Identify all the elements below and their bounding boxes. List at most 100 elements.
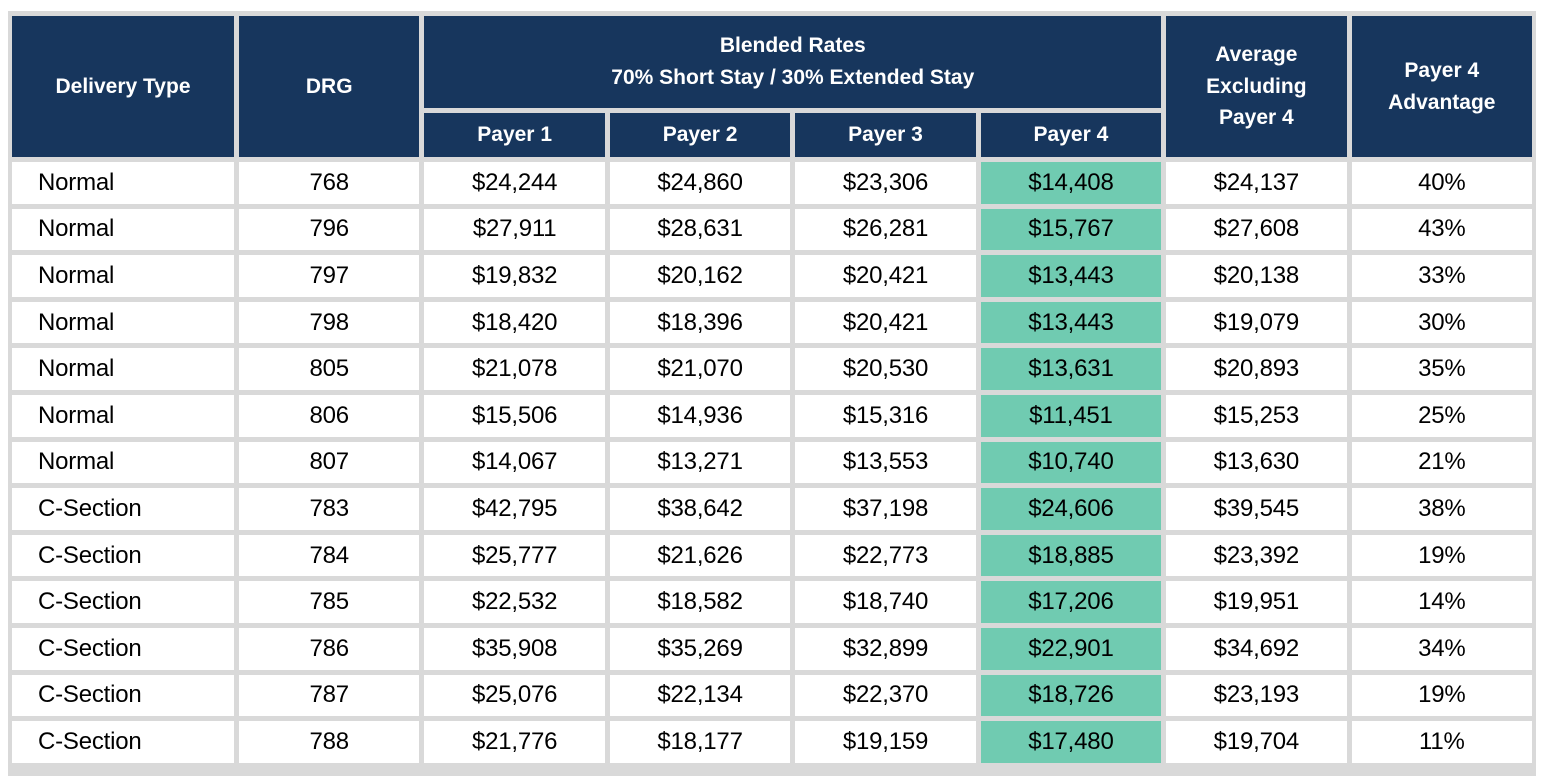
cell-payer4-advantage: 30% xyxy=(1351,301,1532,344)
cell-payer2: $21,070 xyxy=(609,348,791,390)
cell-avg-excl-payer4: $20,138 xyxy=(1166,255,1347,297)
cell-delivery-type: C-Section xyxy=(12,627,234,670)
cell-payer4: $13,443 xyxy=(980,301,1162,344)
header-payer-3: Payer 3 xyxy=(795,113,976,157)
cell-drg: 788 xyxy=(239,721,420,763)
cell-payer4: $11,451 xyxy=(980,394,1162,437)
cell-drg: 786 xyxy=(239,627,420,670)
cell-avg-excl-payer4: $34,692 xyxy=(1166,627,1347,670)
cell-payer2: $24,860 xyxy=(609,162,791,204)
cell-drg: 807 xyxy=(239,441,420,484)
header-payer-4: Payer 4 xyxy=(980,113,1162,157)
cell-payer3: $20,421 xyxy=(795,255,976,297)
cell-delivery-type: Normal xyxy=(12,208,234,251)
cell-payer4-advantage: 14% xyxy=(1351,581,1532,623)
cell-payer1: $22,532 xyxy=(424,581,605,623)
cell-avg-excl-payer4: $19,704 xyxy=(1166,721,1347,763)
avg-excluding-payer4-label: Average Excluding Payer 4 xyxy=(1206,43,1307,130)
cell-payer2: $35,269 xyxy=(609,627,791,670)
cell-avg-excl-payer4: $15,253 xyxy=(1166,394,1347,437)
cell-avg-excl-payer4: $19,951 xyxy=(1166,581,1347,623)
cell-payer2: $18,177 xyxy=(609,721,791,763)
cell-payer3: $20,421 xyxy=(795,301,976,344)
cell-delivery-type: C-Section xyxy=(12,534,234,577)
cell-payer3: $15,316 xyxy=(795,394,976,437)
cell-payer4-advantage: 35% xyxy=(1351,348,1532,390)
header-avg-excluding-payer4: Average Excluding Payer 4 xyxy=(1166,16,1347,157)
cell-payer4-advantage: 11% xyxy=(1351,721,1532,763)
cell-drg: 797 xyxy=(239,255,420,297)
cell-payer4-advantage: 19% xyxy=(1351,674,1532,717)
blended-rates-subtitle: 70% Short Stay / 30% Extended Stay xyxy=(611,66,975,89)
cell-payer2: $28,631 xyxy=(609,208,791,251)
cell-avg-excl-payer4: $39,545 xyxy=(1166,488,1347,530)
cell-delivery-type: Normal xyxy=(12,301,234,344)
blended-rates-table: Delivery Type DRG Blended Rates 70% Shor… xyxy=(12,16,1532,763)
cell-payer4: $24,606 xyxy=(980,488,1162,530)
cell-delivery-type: Normal xyxy=(12,441,234,484)
cell-payer1: $35,908 xyxy=(424,627,605,670)
cell-avg-excl-payer4: $23,392 xyxy=(1166,534,1347,577)
cell-payer4: $13,443 xyxy=(980,255,1162,297)
cell-payer4-advantage: 19% xyxy=(1351,534,1532,577)
cell-avg-excl-payer4: $13,630 xyxy=(1166,441,1347,484)
cell-payer2: $18,396 xyxy=(609,301,791,344)
cell-delivery-type: C-Section xyxy=(12,674,234,717)
cell-drg: 787 xyxy=(239,674,420,717)
cell-payer1: $25,777 xyxy=(424,534,605,577)
cell-payer3: $22,773 xyxy=(795,534,976,577)
header-payer4-advantage: Payer 4 Advantage xyxy=(1351,16,1532,157)
cell-avg-excl-payer4: $20,893 xyxy=(1166,348,1347,390)
cell-payer4-advantage: 34% xyxy=(1351,627,1532,670)
cell-payer4-advantage: 21% xyxy=(1351,441,1532,484)
cell-delivery-type: Normal xyxy=(12,162,234,204)
cell-drg: 783 xyxy=(239,488,420,530)
rates-table-container: Delivery Type DRG Blended Rates 70% Shor… xyxy=(8,11,1536,776)
cell-payer4-advantage: 40% xyxy=(1351,162,1532,204)
cell-payer2: $18,582 xyxy=(609,581,791,623)
cell-payer4: $10,740 xyxy=(980,441,1162,484)
cell-drg: 785 xyxy=(239,581,420,623)
cell-payer1: $27,911 xyxy=(424,208,605,251)
cell-payer3: $32,899 xyxy=(795,627,976,670)
cell-payer2: $20,162 xyxy=(609,255,791,297)
header-payer-2: Payer 2 xyxy=(609,113,791,157)
cell-payer4: $18,885 xyxy=(980,534,1162,577)
cell-payer3: $23,306 xyxy=(795,162,976,204)
cell-delivery-type: C-Section xyxy=(12,581,234,623)
cell-drg: 796 xyxy=(239,208,420,251)
cell-avg-excl-payer4: $19,079 xyxy=(1166,301,1347,344)
cell-payer2: $14,936 xyxy=(609,394,791,437)
cell-drg: 806 xyxy=(239,394,420,437)
header-payer-1: Payer 1 xyxy=(424,113,605,157)
cell-delivery-type: C-Section xyxy=(12,721,234,763)
cell-delivery-type: C-Section xyxy=(12,488,234,530)
cell-payer4: $15,767 xyxy=(980,208,1162,251)
cell-payer4-advantage: 33% xyxy=(1351,255,1532,297)
cell-payer4: $17,206 xyxy=(980,581,1162,623)
cell-payer3: $13,553 xyxy=(795,441,976,484)
cell-payer2: $38,642 xyxy=(609,488,791,530)
cell-drg: 805 xyxy=(239,348,420,390)
cell-payer4: $18,726 xyxy=(980,674,1162,717)
cell-avg-excl-payer4: $27,608 xyxy=(1166,208,1347,251)
cell-payer4: $14,408 xyxy=(980,162,1162,204)
cell-payer1: $42,795 xyxy=(424,488,605,530)
cell-payer1: $15,506 xyxy=(424,394,605,437)
cell-payer1: $25,076 xyxy=(424,674,605,717)
payer4-advantage-label: Payer 4 Advantage xyxy=(1388,59,1496,114)
blended-rates-title: Blended Rates xyxy=(719,33,866,57)
cell-payer3: $18,740 xyxy=(795,581,976,623)
cell-payer4-advantage: 25% xyxy=(1351,394,1532,437)
cell-payer4-advantage: 38% xyxy=(1351,488,1532,530)
cell-payer3: $37,198 xyxy=(795,488,976,530)
header-delivery-type: Delivery Type xyxy=(12,16,234,157)
cell-payer4: $22,901 xyxy=(980,627,1162,670)
cell-payer3: $26,281 xyxy=(795,208,976,251)
cell-payer4: $13,631 xyxy=(980,348,1162,390)
cell-drg: 784 xyxy=(239,534,420,577)
cell-drg: 798 xyxy=(239,301,420,344)
cell-payer3: $19,159 xyxy=(795,721,976,763)
cell-payer3: $22,370 xyxy=(795,674,976,717)
cell-payer2: $22,134 xyxy=(609,674,791,717)
